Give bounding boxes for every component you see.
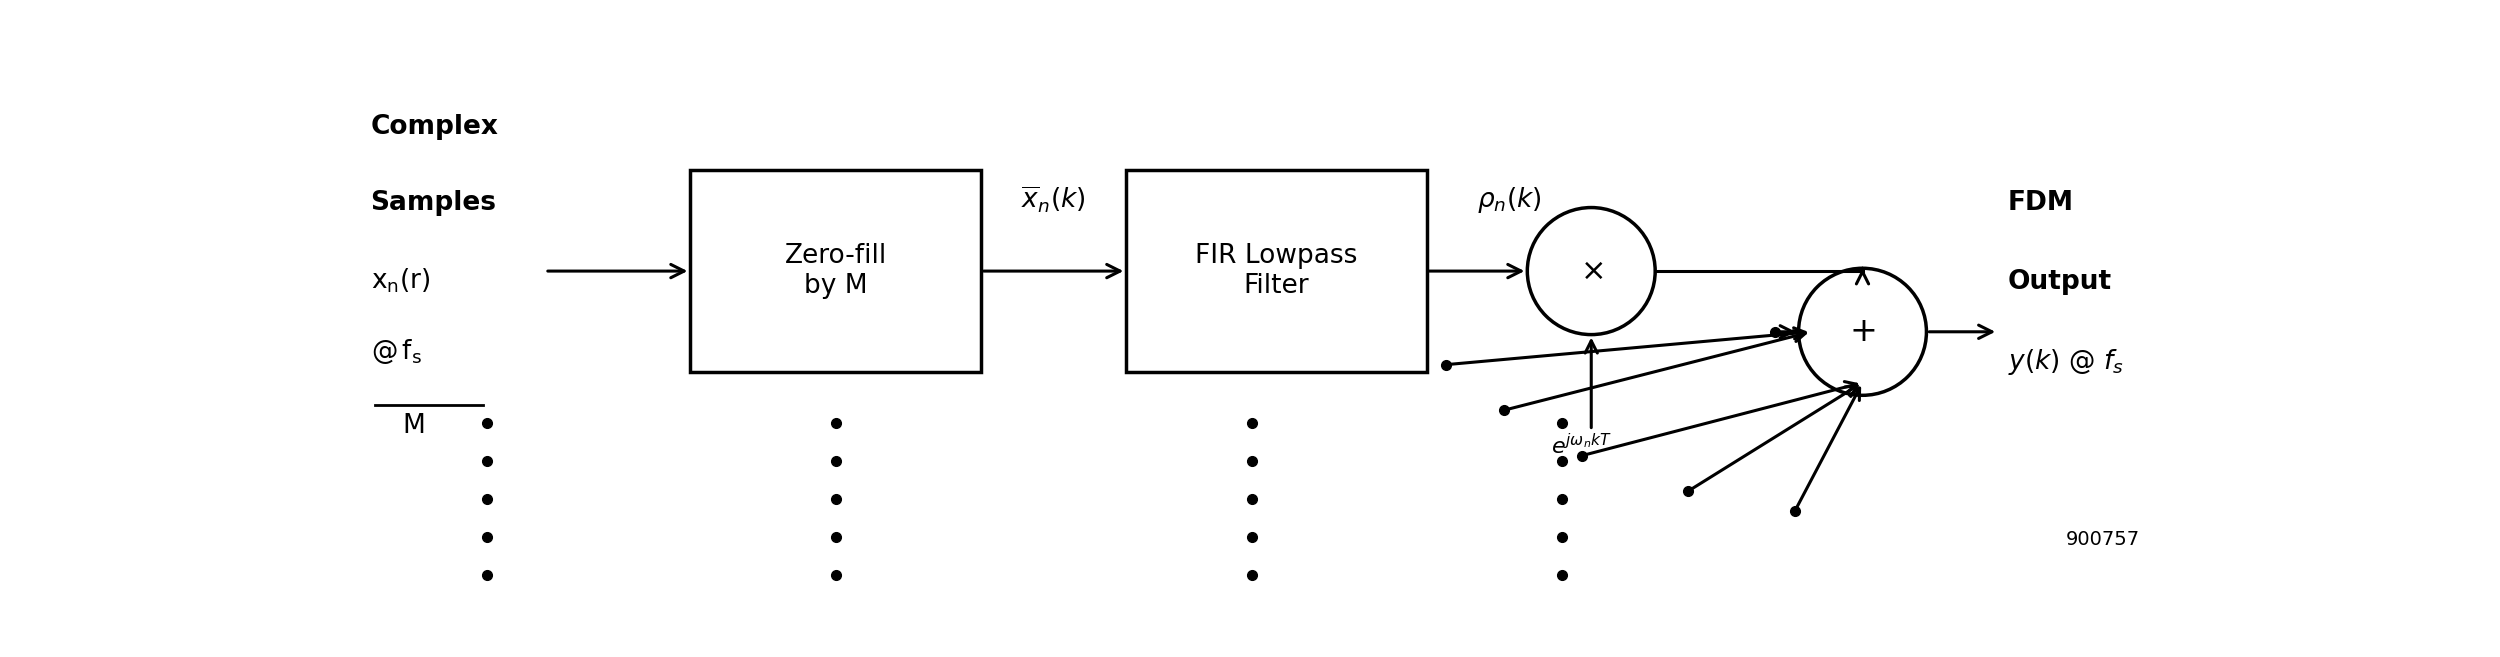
Text: $\rho_n(k)$: $\rho_n(k)$ (1478, 185, 1542, 215)
Bar (690, 170, 980, 373)
Text: $y(k)\ @\ f_s$: $y(k)\ @\ f_s$ (2008, 347, 2125, 377)
Text: FIR Lowpass
Filter: FIR Lowpass Filter (1195, 243, 1358, 299)
Text: $\mathsf{x_n(r)}$: $\mathsf{x_n(r)}$ (370, 266, 430, 294)
Text: $\mathsf{@\,f_s}$: $\mathsf{@\,f_s}$ (370, 337, 423, 366)
Ellipse shape (1798, 268, 1928, 396)
Text: $\overline{x}_n(k)$: $\overline{x}_n(k)$ (1022, 185, 1085, 215)
Text: $\mathsf{M}$: $\mathsf{M}$ (402, 413, 425, 439)
Text: Zero-fill
by M: Zero-fill by M (785, 243, 888, 299)
Bar (1125, 170, 1427, 373)
Text: Complex: Complex (370, 114, 498, 140)
Text: Samples: Samples (370, 190, 498, 216)
Text: FDM: FDM (2008, 190, 2075, 216)
Text: Output: Output (2008, 269, 2112, 294)
Text: $+$: $+$ (1850, 315, 1875, 348)
Text: 900757: 900757 (2065, 530, 2140, 549)
Ellipse shape (1528, 208, 1655, 334)
Text: $e^{j\omega_n kT}$: $e^{j\omega_n kT}$ (1550, 433, 1612, 458)
Text: $\times$: $\times$ (1580, 257, 1602, 286)
